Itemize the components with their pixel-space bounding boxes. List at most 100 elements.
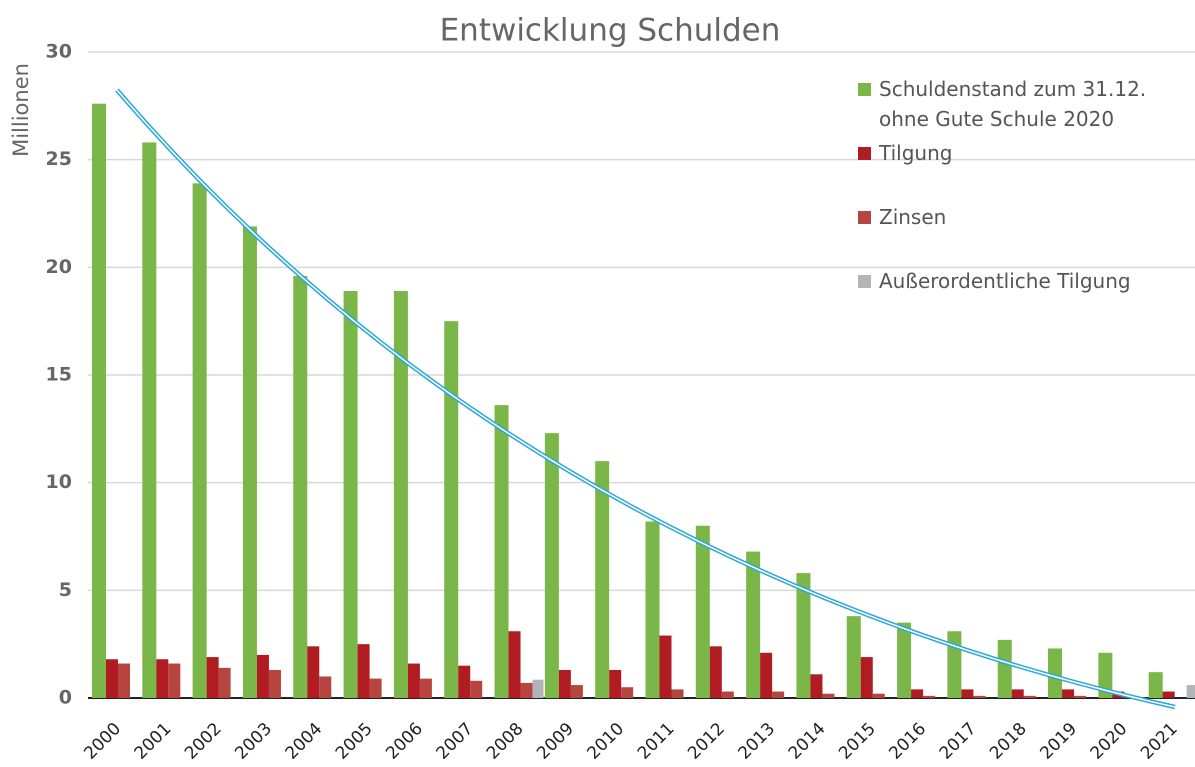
- x-tick-label: 2020: [1087, 719, 1132, 764]
- bar: [419, 678, 432, 698]
- x-tick-label: 2007: [433, 719, 478, 764]
- y-tick-label: 25: [46, 148, 72, 170]
- bar: [1162, 691, 1175, 698]
- bar: [1098, 652, 1113, 698]
- bar: [256, 654, 269, 698]
- bar: [1048, 648, 1063, 698]
- x-tick-label: 2021: [1137, 719, 1182, 764]
- x-tick-label: 2015: [835, 719, 880, 764]
- x-tick-label: 2011: [634, 719, 679, 764]
- x-tick-label: 2006: [382, 719, 427, 764]
- x-tick-label: 2012: [684, 719, 729, 764]
- x-tick-label: 2005: [332, 719, 377, 764]
- bar: [846, 616, 861, 698]
- legend-swatch: [858, 83, 871, 96]
- legend-item: Tilgung: [858, 138, 1158, 202]
- bar: [1186, 685, 1195, 698]
- bar: [206, 657, 219, 698]
- bar: [357, 644, 370, 698]
- x-tick-label: 2016: [885, 719, 930, 764]
- bar: [307, 646, 320, 698]
- bar: [532, 679, 544, 698]
- bar: [293, 275, 308, 698]
- x-tick-label: 2009: [533, 719, 578, 764]
- x-tick-label: 2013: [734, 719, 779, 764]
- bar: [192, 183, 207, 698]
- bar: [997, 639, 1012, 698]
- y-tick-label: 0: [59, 687, 72, 709]
- bar: [470, 680, 483, 698]
- x-tick-label: 2008: [483, 719, 528, 764]
- bar: [218, 667, 231, 698]
- bar: [142, 142, 157, 698]
- x-tick-label: 2001: [131, 719, 176, 764]
- trend-line-inner: [116, 89, 1176, 708]
- bar: [659, 635, 672, 698]
- bar: [860, 657, 873, 698]
- bar: [393, 291, 408, 698]
- bar: [1023, 695, 1036, 698]
- x-tick-label: 2018: [986, 719, 1031, 764]
- y-axis-label: Millionen: [9, 63, 33, 157]
- bar: [609, 670, 622, 698]
- bar: [106, 659, 118, 698]
- bar: [1074, 695, 1087, 698]
- bar: [961, 689, 974, 698]
- legend-label: Tilgung: [879, 141, 953, 165]
- x-tick-label: 2010: [584, 719, 629, 764]
- bar: [268, 670, 281, 698]
- bar: [508, 631, 521, 698]
- bar: [822, 693, 835, 698]
- bar: [558, 670, 571, 698]
- bar: [1148, 672, 1163, 698]
- legend-label: Schuldenstand zum 31.12. ohne Gute Schul…: [879, 77, 1147, 131]
- bar: [544, 433, 559, 698]
- bars: [92, 103, 1195, 699]
- x-tick-label: 2002: [181, 719, 226, 764]
- bar: [796, 573, 811, 698]
- bar: [407, 663, 420, 698]
- legend-item: Schuldenstand zum 31.12. ohne Gute Schul…: [858, 74, 1158, 138]
- legend-swatch: [858, 275, 871, 288]
- legend-swatch: [858, 147, 871, 160]
- bar: [369, 678, 382, 698]
- y-tick-label: 20: [46, 256, 72, 278]
- bar: [671, 689, 684, 698]
- bar: [319, 676, 332, 698]
- bar: [520, 682, 533, 698]
- bar: [645, 521, 660, 698]
- bar: [621, 687, 634, 698]
- bar: [746, 551, 761, 698]
- x-tick-label: 2004: [282, 719, 327, 764]
- bar: [494, 405, 509, 698]
- bar: [760, 652, 773, 698]
- bar: [1011, 689, 1024, 698]
- y-tick-label: 30: [46, 41, 72, 63]
- bar: [595, 461, 610, 698]
- bar: [872, 693, 885, 698]
- bar: [570, 685, 583, 698]
- legend-swatch: [858, 211, 871, 224]
- bar: [709, 646, 722, 698]
- bar: [721, 691, 734, 698]
- bar: [810, 674, 823, 698]
- bar: [1062, 689, 1075, 698]
- x-tick-label: 2014: [785, 719, 830, 764]
- bar: [343, 291, 358, 698]
- legend-label: Außerordentliche Tilgung: [879, 269, 1131, 293]
- bar: [772, 691, 785, 698]
- bar: [947, 631, 962, 698]
- legend: Schuldenstand zum 31.12. ohne Gute Schul…: [858, 74, 1158, 330]
- bar: [92, 103, 106, 699]
- bar: [156, 659, 169, 698]
- bar: [923, 695, 936, 698]
- bar: [695, 525, 710, 698]
- x-tick-label: 2000: [80, 719, 125, 764]
- legend-item: Außerordentliche Tilgung: [858, 266, 1158, 330]
- x-tick-label: 2017: [936, 719, 981, 764]
- bar: [897, 622, 912, 698]
- y-tick-label: 5: [59, 579, 72, 601]
- legend-label: Zinsen: [879, 205, 947, 229]
